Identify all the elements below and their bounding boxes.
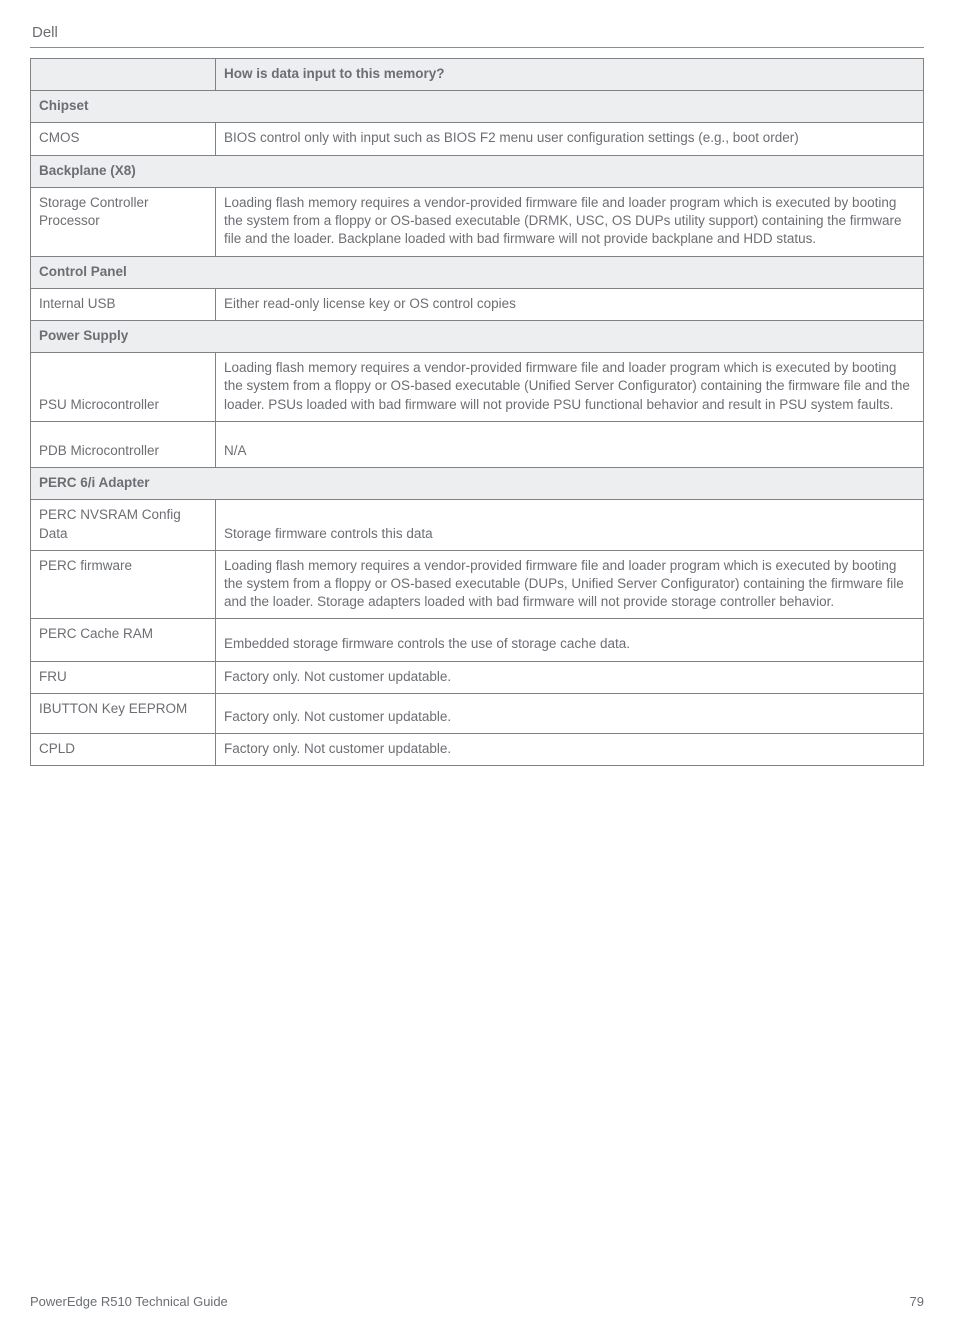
header-blank <box>31 59 216 91</box>
table-row: IBUTTON Key EEPROM Factory only. Not cus… <box>31 693 924 733</box>
row-desc-perc-cache: Embedded storage firmware controls the u… <box>216 619 924 661</box>
table-row: PDB Microcontroller N/A <box>31 421 924 467</box>
page-spacer <box>30 766 924 1286</box>
row-label-pdb-mc: PDB Microcontroller <box>31 421 216 467</box>
section-label: Control Panel <box>31 256 924 288</box>
section-backplane: Backplane (X8) <box>31 155 924 187</box>
section-label: Backplane (X8) <box>31 155 924 187</box>
row-desc-storage-controller: Loading flash memory requires a vendor-p… <box>216 187 924 256</box>
table-header-row: How is data input to this memory? <box>31 59 924 91</box>
brand-rule <box>30 47 924 48</box>
row-desc-internal-usb: Either read-only license key or OS contr… <box>216 288 924 320</box>
row-desc-pdb-mc: N/A <box>216 421 924 467</box>
section-label: Power Supply <box>31 320 924 352</box>
row-desc-cmos: BIOS control only with input such as BIO… <box>216 123 924 155</box>
table-row: CMOS BIOS control only with input such a… <box>31 123 924 155</box>
row-desc-cpld: Factory only. Not customer updatable. <box>216 734 924 766</box>
section-control-panel: Control Panel <box>31 256 924 288</box>
row-label-ibutton: IBUTTON Key EEPROM <box>31 693 216 733</box>
brand-label: Dell <box>32 24 924 41</box>
section-chipset: Chipset <box>31 91 924 123</box>
row-label-internal-usb: Internal USB <box>31 288 216 320</box>
table-row: Internal USB Either read-only license ke… <box>31 288 924 320</box>
row-label-storage-controller: Storage Controller Processor <box>31 187 216 256</box>
section-power-supply: Power Supply <box>31 320 924 352</box>
row-label-fru: FRU <box>31 661 216 693</box>
section-perc-adapter: PERC 6/i Adapter <box>31 468 924 500</box>
row-label-cpld: CPLD <box>31 734 216 766</box>
row-desc-ibutton: Factory only. Not customer updatable. <box>216 693 924 733</box>
table-row: PERC NVSRAM Config Data Storage firmware… <box>31 500 924 550</box>
footer-left: PowerEdge R510 Technical Guide <box>30 1294 228 1309</box>
row-desc-perc-fw: Loading flash memory requires a vendor-p… <box>216 550 924 619</box>
row-label-perc-nvsram: PERC NVSRAM Config Data <box>31 500 216 550</box>
header-question: How is data input to this memory? <box>216 59 924 91</box>
table-row: Storage Controller Processor Loading fla… <box>31 187 924 256</box>
row-desc-psu-mc: Loading flash memory requires a vendor-p… <box>216 353 924 422</box>
section-label: Chipset <box>31 91 924 123</box>
page-footer: PowerEdge R510 Technical Guide 79 <box>30 1294 924 1309</box>
row-label-cmos: CMOS <box>31 123 216 155</box>
table-row: PERC Cache RAM Embedded storage firmware… <box>31 619 924 661</box>
row-desc-perc-nvsram: Storage firmware controls this data <box>216 500 924 550</box>
row-desc-fru: Factory only. Not customer updatable. <box>216 661 924 693</box>
row-label-perc-fw: PERC firmware <box>31 550 216 619</box>
table-row: FRU Factory only. Not customer updatable… <box>31 661 924 693</box>
section-label: PERC 6/i Adapter <box>31 468 924 500</box>
table-row: CPLD Factory only. Not customer updatabl… <box>31 734 924 766</box>
table-row: PERC firmware Loading flash memory requi… <box>31 550 924 619</box>
row-label-psu-mc: PSU Microcontroller <box>31 353 216 422</box>
row-label-perc-cache: PERC Cache RAM <box>31 619 216 661</box>
table-row: PSU Microcontroller Loading flash memory… <box>31 353 924 422</box>
memory-table: How is data input to this memory? Chipse… <box>30 58 924 766</box>
footer-page-number: 79 <box>910 1294 924 1309</box>
